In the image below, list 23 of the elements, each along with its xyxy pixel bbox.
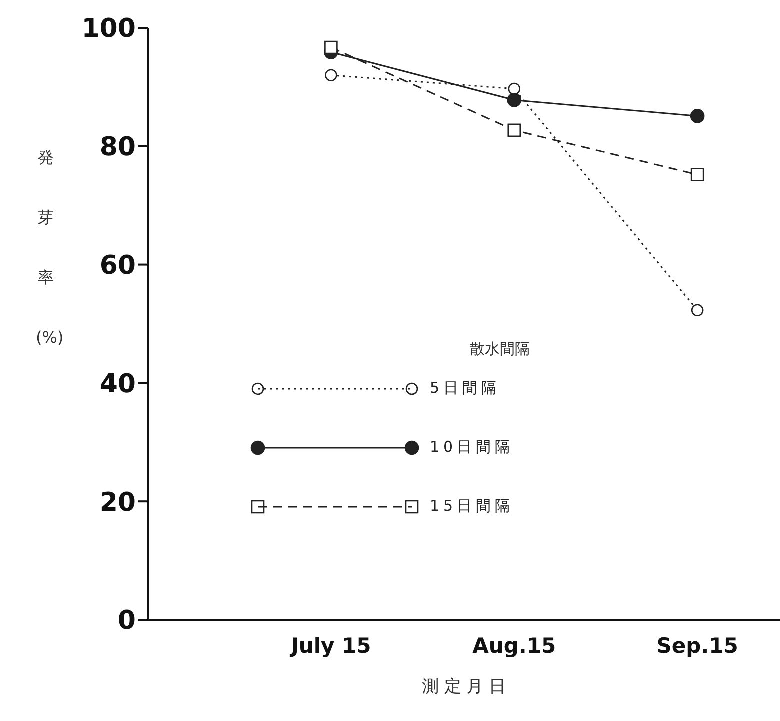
point — [690, 168, 704, 182]
legend-label: 10日間隔 — [430, 438, 514, 457]
point — [691, 304, 704, 317]
point — [690, 109, 705, 124]
point — [324, 40, 338, 54]
y-tick-label: 80 — [100, 132, 136, 163]
text: 発芽率(%) — [36, 148, 64, 347]
y-tick-label: 40 — [100, 369, 136, 400]
x-tick-label: July 15 — [289, 634, 372, 658]
point — [508, 82, 521, 96]
x-tick-label: Sep.15 — [656, 634, 738, 658]
x-axis-title: 測 定 月 日 — [422, 677, 506, 697]
x-tick-label: Aug.15 — [472, 634, 556, 658]
legend-label: 15日間隔 — [430, 497, 514, 516]
y-tick-label: 100 — [82, 14, 136, 44]
legend-label: 5日間隔 — [430, 379, 501, 398]
y-tick-label: 20 — [100, 488, 136, 518]
point — [507, 93, 522, 108]
point — [325, 69, 338, 82]
point — [508, 124, 522, 138]
legend-title: 散水間隔 — [469, 340, 531, 359]
y-tick-label: 60 — [100, 251, 136, 282]
y-tick-label: 0 — [118, 606, 136, 636]
